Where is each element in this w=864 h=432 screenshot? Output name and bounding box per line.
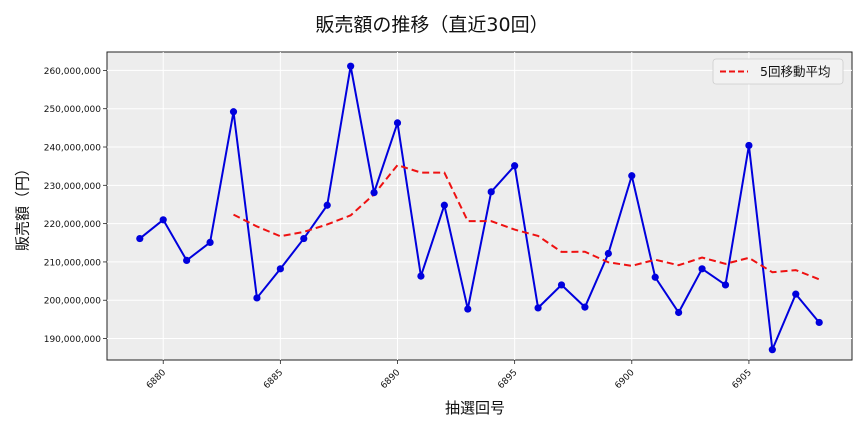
y-axis-ticks: 190,000,000 200,000,000 210,000,000 220,000… — [44, 67, 107, 345]
x-tick-label: 6905 — [731, 368, 754, 391]
data-point — [721, 281, 730, 289]
data-point — [534, 304, 542, 312]
data-point — [417, 272, 425, 280]
data-point — [581, 303, 589, 311]
data-point — [815, 318, 823, 327]
data-series — [136, 62, 823, 354]
data-point — [253, 294, 261, 302]
x-tick-label: 6900 — [613, 368, 636, 391]
data-point — [347, 62, 355, 70]
data-point — [511, 162, 519, 170]
x-axis-label: 抽選回号 — [444, 399, 505, 417]
x-axis-ticks: 6880 6885 6890 6895 6900 6905 — [145, 360, 754, 391]
x-tick-label: 6880 — [145, 368, 168, 391]
data-point — [440, 201, 448, 209]
data-point — [698, 265, 706, 273]
data-point — [792, 290, 800, 298]
data-point — [300, 234, 308, 243]
data-point — [604, 249, 612, 258]
data-point — [628, 172, 636, 180]
data-point — [557, 281, 566, 289]
y-tick-label: 220,000,000 — [44, 220, 102, 230]
x-tick-label: 6895 — [496, 368, 519, 391]
data-point — [136, 234, 144, 243]
data-point — [159, 216, 167, 224]
y-tick-label: 200,000,000 — [44, 297, 102, 307]
data-point — [276, 265, 284, 273]
data-point — [323, 201, 331, 209]
data-point — [393, 119, 402, 127]
data-point — [487, 188, 495, 196]
legend-label: 5回移動平均 — [760, 64, 830, 79]
y-tick-label: 240,000,000 — [44, 144, 102, 154]
y-tick-label: 190,000,000 — [44, 335, 102, 345]
moving-average-line — [233, 163, 820, 281]
chart-title: 販売額の推移（直近30回） — [315, 14, 549, 36]
data-point — [206, 238, 214, 246]
legend: 5回移動平均 — [712, 58, 844, 85]
data-point — [768, 346, 776, 354]
data-point — [651, 273, 659, 281]
x-tick-label: 6890 — [379, 368, 402, 391]
data-point — [675, 308, 683, 317]
plot-area — [106, 51, 853, 361]
data-point — [464, 305, 472, 313]
y-tick-label: 210,000,000 — [44, 258, 102, 268]
data-point — [370, 188, 378, 197]
x-tick-label: 6885 — [262, 368, 285, 391]
sales-line — [139, 65, 820, 354]
y-tick-label: 250,000,000 — [44, 105, 102, 115]
data-point — [229, 108, 238, 116]
data-point — [745, 141, 753, 150]
y-tick-label: 260,000,000 — [44, 67, 102, 77]
y-tick-label: 230,000,000 — [44, 182, 102, 192]
data-point — [183, 256, 191, 264]
